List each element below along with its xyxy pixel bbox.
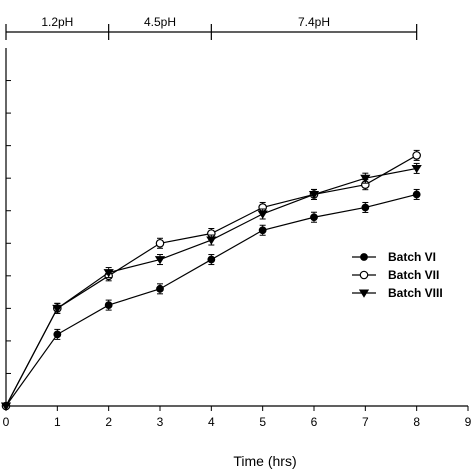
data-point: [155, 238, 165, 248]
x-tick-label: 8: [413, 415, 420, 429]
plot-frame: [5, 48, 468, 407]
x-tick-label: 3: [157, 415, 164, 429]
data-point: [52, 304, 63, 314]
x-tick-label: 4: [208, 415, 215, 429]
series-batch-vii: [1, 149, 421, 411]
legend: Batch VI Batch VII Batch VIII: [352, 250, 443, 300]
data-point: [257, 210, 268, 219]
series-line: [5, 167, 417, 407]
series-line: [5, 154, 417, 407]
data-point: [411, 164, 422, 174]
data-point: [412, 151, 421, 160]
data-point: [360, 174, 371, 183]
data-point: [0, 402, 12, 411]
series-batch-vi: [2, 188, 421, 410]
x-tick-label: 1: [54, 415, 61, 429]
data-point: [310, 213, 318, 222]
legend-label: Batch VII: [388, 268, 439, 282]
series-group: [0, 149, 422, 411]
x-axis: 0 1 2 3 4 5 6 7 8 9: [3, 406, 472, 429]
x-tick-label: 2: [105, 415, 112, 429]
data-point: [258, 226, 267, 235]
data-point: [308, 190, 320, 200]
series-line: [5, 193, 417, 407]
data-point: [103, 269, 114, 278]
legend-marker: [358, 289, 370, 298]
x-axis-title: Time (hrs): [233, 453, 296, 469]
ph-band-label: 7.4pH: [298, 15, 330, 29]
data-point: [206, 236, 217, 245]
data-point: [412, 190, 421, 199]
x-tick-label: 6: [311, 415, 318, 429]
ph-band-label: 4.5pH: [144, 15, 176, 29]
x-tick-label: 9: [465, 415, 472, 429]
data-point: [154, 256, 166, 265]
ph-band-label: 1.2pH: [41, 15, 73, 29]
legend-marker: [359, 270, 369, 280]
legend-marker: [360, 253, 368, 261]
ph-band-bar: 1.2pH 4.5pH 7.4pH: [5, 15, 418, 40]
x-tick-label: 7: [362, 415, 369, 429]
x-tick-label: 0: [3, 415, 10, 429]
series-batch-viii: [0, 162, 422, 411]
data-point: [361, 203, 370, 212]
x-tick-label: 5: [259, 415, 266, 429]
data-point: [104, 301, 113, 310]
legend-label: Batch VIII: [388, 286, 443, 300]
data-point: [207, 255, 216, 264]
data-point: [156, 284, 164, 293]
legend-label: Batch VI: [388, 250, 436, 264]
data-point: [53, 330, 62, 339]
y-axis: [6, 80, 11, 374]
